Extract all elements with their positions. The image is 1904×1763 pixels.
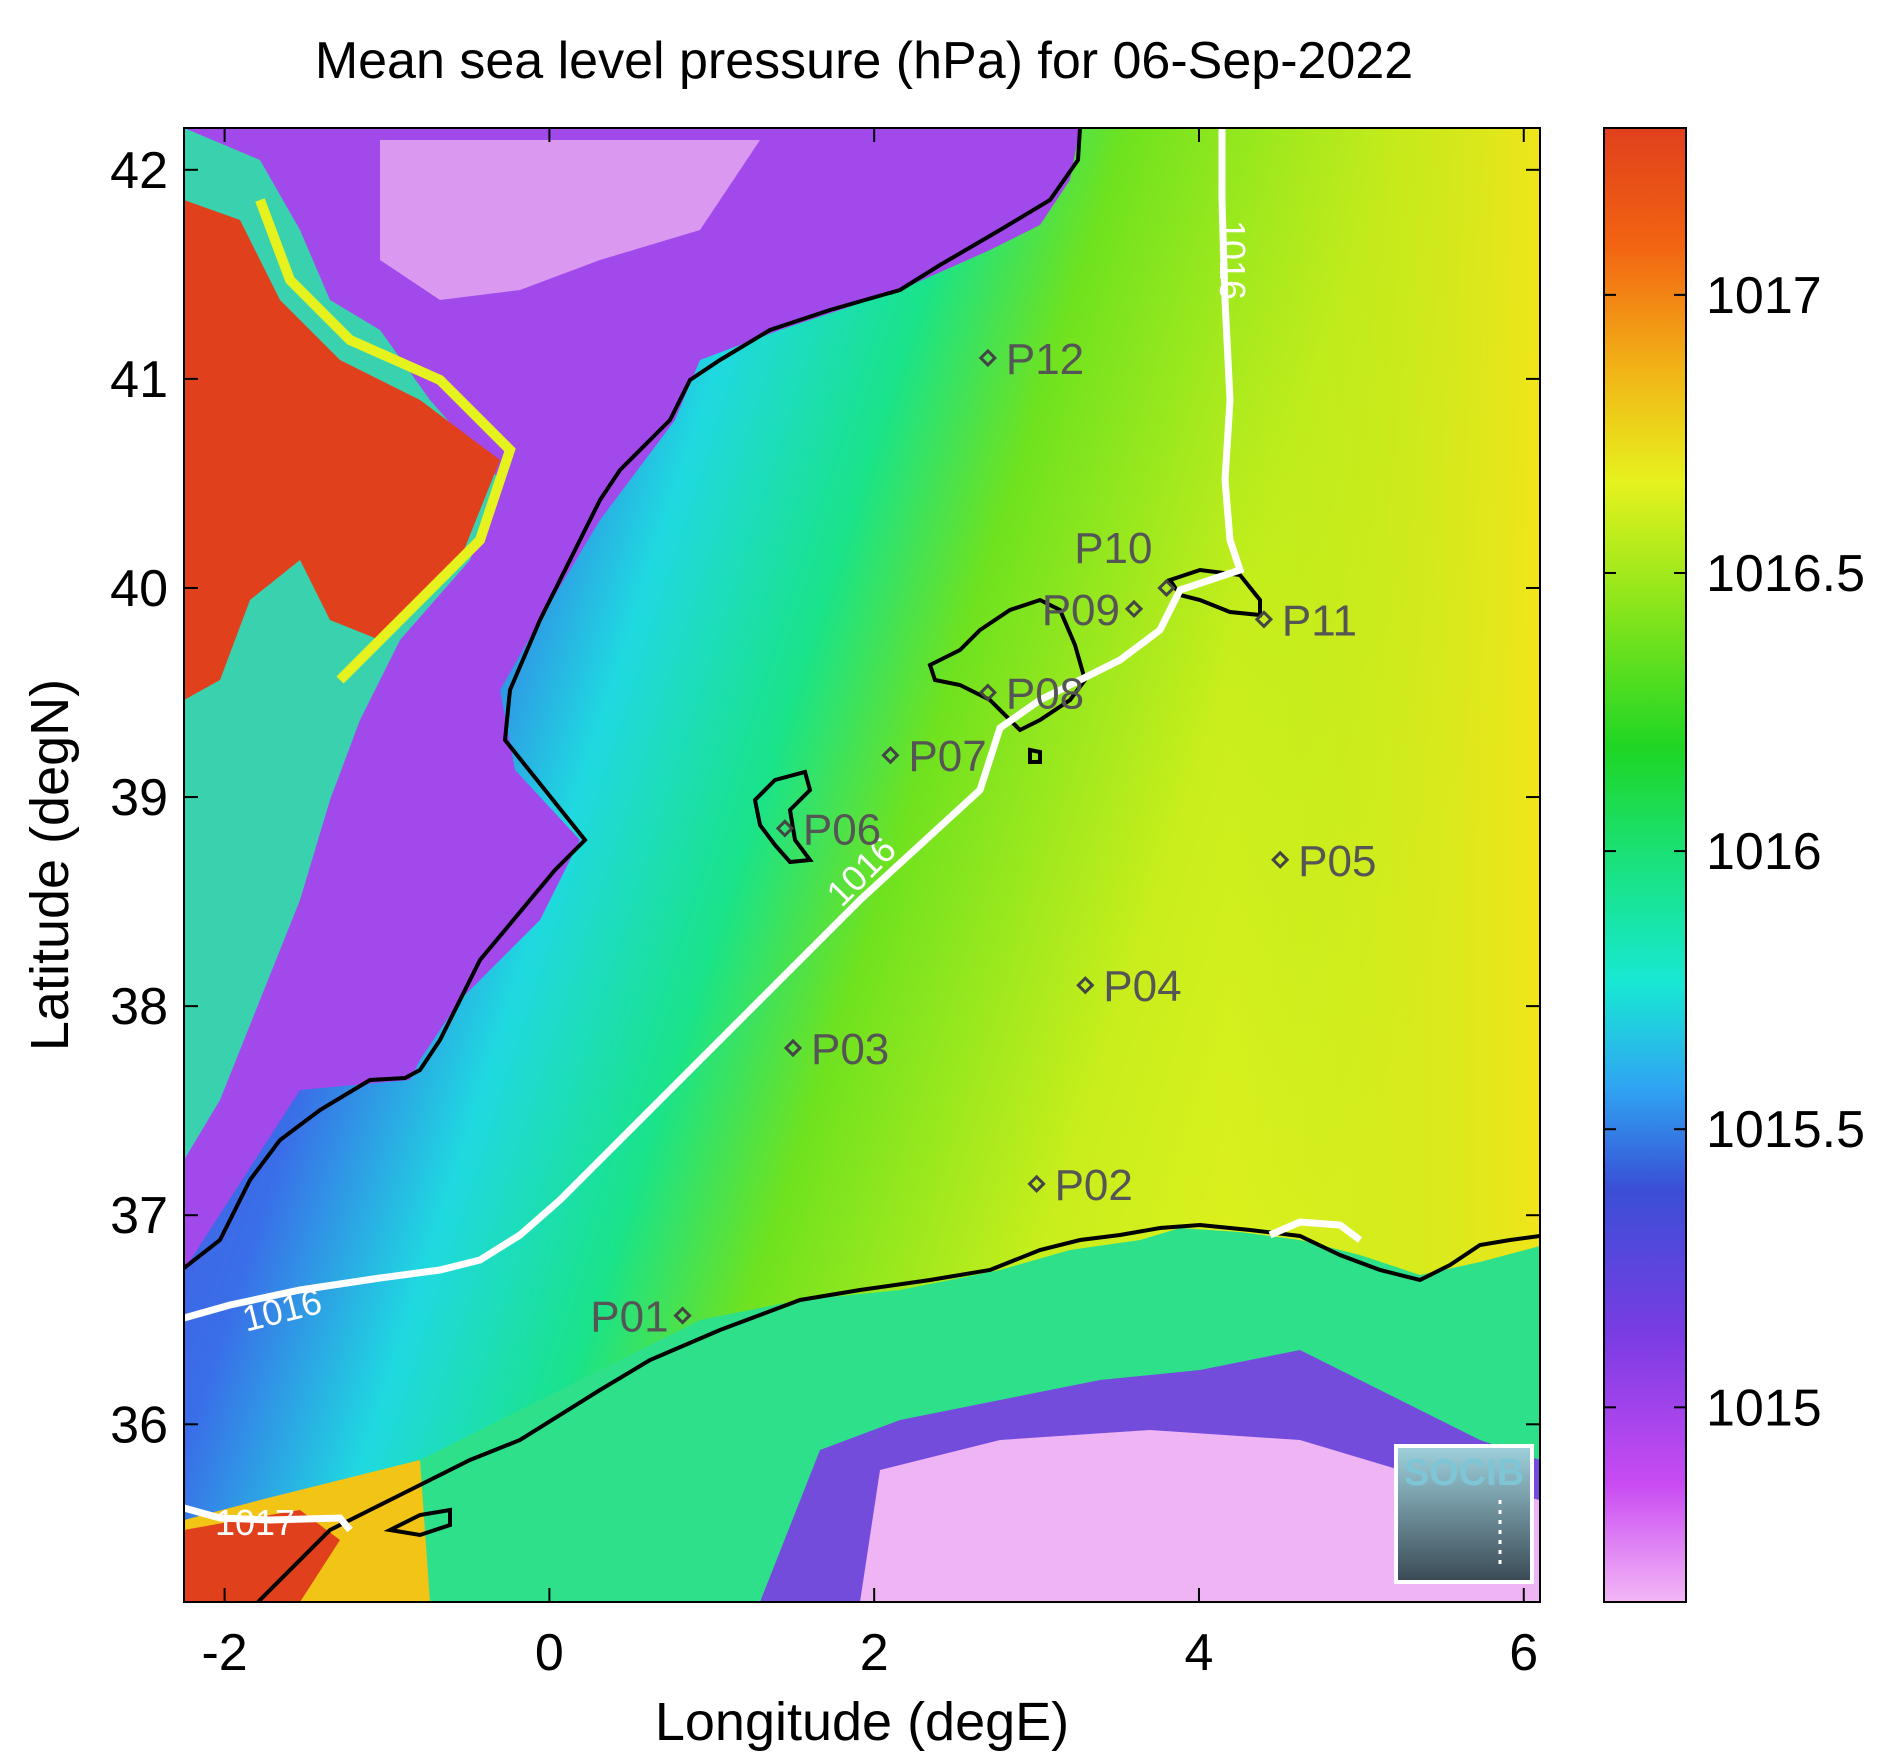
station-label: P07 xyxy=(908,732,986,781)
y-tick-label: 37 xyxy=(110,1187,168,1245)
colorbar-tick-label: 1015.5 xyxy=(1706,1101,1865,1159)
y-tick-label: 41 xyxy=(110,351,168,409)
y-tick-label: 36 xyxy=(110,1396,168,1454)
isobar-1017-sw xyxy=(184,1504,353,1533)
plot-frame xyxy=(183,127,1541,1603)
iberia-land-magenta-north xyxy=(380,140,760,300)
logo-text: SOCIB xyxy=(1404,1452,1524,1494)
x-tick-label: 2 xyxy=(860,1624,889,1682)
x-axis-label: Longitude (degE) xyxy=(655,1692,1069,1752)
y-tick-label: 42 xyxy=(110,142,168,200)
x-tick-label: -2 xyxy=(201,1624,247,1682)
y-tick-label: 39 xyxy=(110,769,168,827)
x-tick-label: 0 xyxy=(535,1624,564,1682)
colorbar: 1017 1016.5 1016 1015.5 1015 xyxy=(1603,127,1865,1603)
iberia-land-high-red xyxy=(184,200,500,700)
x-tick-label: 4 xyxy=(1185,1624,1214,1682)
station-marker xyxy=(1076,976,1095,995)
iberia-land-yellow-edge xyxy=(255,198,516,684)
socib-logo: SOCIB xyxy=(1394,1444,1534,1584)
y-axis: 42 41 40 39 38 37 36 xyxy=(110,142,1540,1454)
x-tick-label: 6 xyxy=(1509,1624,1538,1682)
alboran-coastline xyxy=(383,1507,452,1538)
stations-layer: P01 P02 P03 P04 P05 P06 P07 P08 P09 P10 P11 P12 xyxy=(590,335,1376,1342)
station-marker xyxy=(1254,610,1274,629)
colorbar-tick-label: 1016 xyxy=(1706,823,1822,881)
contour-label: 1017 xyxy=(215,1502,295,1543)
isobar-1016-south xyxy=(1268,1218,1363,1243)
isobar-1016-main xyxy=(184,128,1245,1322)
colorbar-tick-label: 1016.5 xyxy=(1706,545,1865,603)
station-label: P04 xyxy=(1103,962,1181,1011)
cabrera-coastline xyxy=(1028,747,1042,764)
station-label: P09 xyxy=(1042,586,1120,635)
logo-box xyxy=(1394,1444,1534,1584)
station-label: P11 xyxy=(1282,596,1357,645)
y-tick-label: 40 xyxy=(110,560,168,618)
station-label: P05 xyxy=(1298,837,1376,886)
station-marker xyxy=(978,348,997,368)
chart-title: Mean sea level pressure (hPa) for 06-Sep… xyxy=(315,32,1413,90)
colorbar-tick-label: 1017 xyxy=(1706,267,1822,325)
station-marker xyxy=(1157,578,1176,598)
station-marker xyxy=(978,683,997,702)
station-marker xyxy=(1027,1174,1046,1193)
colorbar-tick-label: 1015 xyxy=(1706,1379,1822,1437)
station-label: P12 xyxy=(1006,335,1084,384)
station-marker xyxy=(673,1306,692,1325)
station-marker xyxy=(881,746,900,765)
station-marker xyxy=(1124,599,1144,619)
pressure-field xyxy=(184,128,1540,1602)
station-marker xyxy=(1271,850,1290,869)
iberia-coastline xyxy=(184,128,1082,1270)
station-label: P08 xyxy=(1006,670,1084,719)
station-label: P10 xyxy=(1074,524,1152,573)
station-label: P01 xyxy=(590,1293,668,1342)
y-tick-label: 38 xyxy=(110,978,168,1036)
station-label: P03 xyxy=(811,1025,889,1074)
isobars xyxy=(184,128,1363,1533)
africa-land-pink xyxy=(860,1430,1540,1602)
africa-coastline xyxy=(255,1222,1540,1602)
colorbar-gradient xyxy=(1603,127,1687,1603)
station-label: P06 xyxy=(803,805,881,854)
ibiza-coastline xyxy=(752,769,814,865)
africa-land-red-west xyxy=(184,1510,340,1602)
y-axis-label: Latitude (degN) xyxy=(20,679,80,1051)
contour-label: 1016 xyxy=(1212,220,1253,300)
colorbar-ticks: 1017 1016.5 1016 1015.5 1015 xyxy=(1604,267,1865,1437)
station-marker xyxy=(775,819,794,838)
x-axis: -2 0 2 4 6 xyxy=(201,128,1538,1682)
station-label: P02 xyxy=(1055,1161,1133,1210)
station-marker xyxy=(783,1038,803,1058)
